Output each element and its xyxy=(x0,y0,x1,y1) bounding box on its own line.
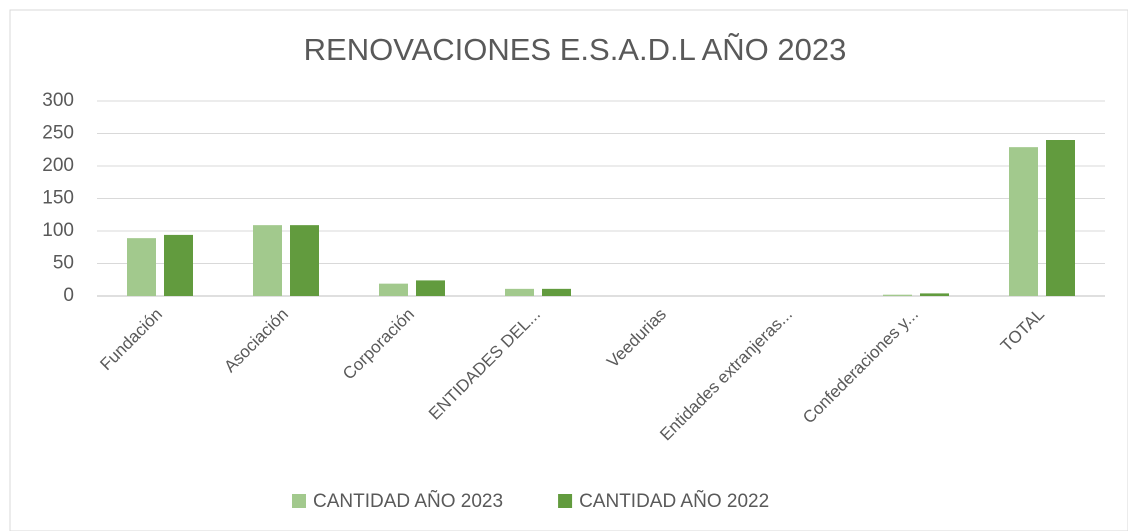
bar xyxy=(1046,140,1075,296)
y-tick-label: 0 xyxy=(63,285,74,306)
legend-label: CANTIDAD AÑO 2022 xyxy=(579,490,769,512)
bar xyxy=(290,225,319,296)
bar xyxy=(1009,147,1038,296)
legend-swatch xyxy=(558,494,573,508)
bar xyxy=(379,283,408,296)
bar xyxy=(883,294,912,296)
bar xyxy=(505,288,534,296)
bar xyxy=(164,234,193,296)
y-tick-label: 250 xyxy=(42,123,74,144)
legend-label: CANTIDAD AÑO 2023 xyxy=(313,490,503,512)
y-tick-label: 200 xyxy=(42,155,74,176)
y-tick-label: 300 xyxy=(42,90,74,111)
bar xyxy=(127,238,156,296)
chart-title: RENOVACIONES E.S.A.D.L AÑO 2023 xyxy=(304,32,847,67)
bar xyxy=(416,280,445,296)
legend-swatch xyxy=(292,494,306,508)
y-tick-label: 50 xyxy=(53,253,74,274)
bar xyxy=(542,288,571,296)
y-tick-label: 100 xyxy=(42,220,74,241)
y-tick-label: 150 xyxy=(42,188,74,209)
chart-border xyxy=(9,9,1128,531)
bar xyxy=(253,225,282,296)
bar xyxy=(920,293,949,296)
